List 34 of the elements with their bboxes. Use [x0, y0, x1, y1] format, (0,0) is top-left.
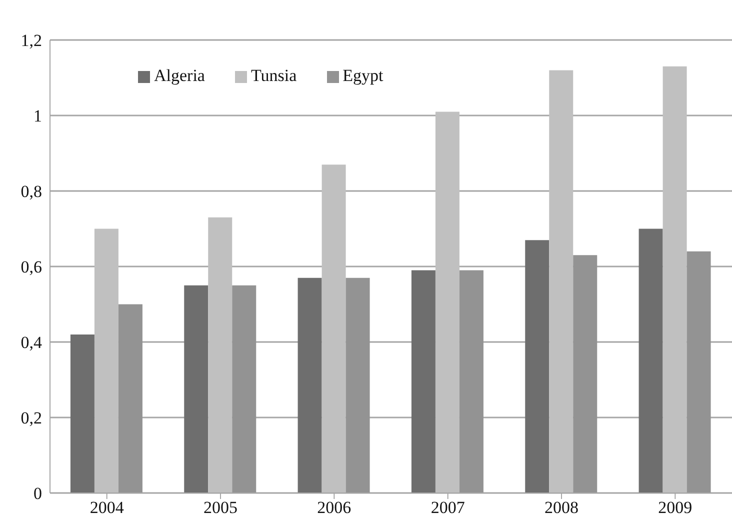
legend-label: Algeria [154, 66, 205, 85]
y-tick-label: 0,4 [20, 333, 42, 352]
bar [184, 285, 208, 493]
bar [94, 228, 118, 493]
bar [411, 270, 436, 493]
x-tick-label: 2008 [544, 498, 578, 518]
x-tick-label: 2004 [90, 498, 124, 518]
legend-label: Egypt [342, 66, 384, 85]
bar [232, 285, 256, 493]
bar [70, 334, 94, 493]
y-tick-label: 1 [34, 106, 42, 126]
bar [573, 255, 598, 493]
bar [118, 304, 142, 493]
x-tick-label: 2009 [658, 498, 692, 518]
bar [686, 251, 711, 493]
bar [662, 66, 687, 493]
bar [208, 217, 232, 493]
y-tick-label: 0,8 [20, 182, 42, 202]
bar [549, 70, 574, 493]
bar [298, 278, 322, 493]
x-tick-label: 2007 [430, 498, 466, 518]
y-tick-label: 0 [34, 484, 42, 504]
bar [346, 278, 370, 493]
x-tick-label: 2006 [317, 498, 352, 518]
bar [322, 164, 346, 493]
y-tick-label: 0,6 [20, 258, 42, 277]
legend-label: Tunsia [250, 66, 297, 85]
x-tick-label: 2005 [204, 498, 238, 518]
bar [435, 112, 460, 493]
bar [459, 270, 484, 493]
bar [525, 240, 550, 493]
bar [638, 228, 663, 493]
y-tick-label: 1,2 [20, 31, 42, 50]
y-tick-label: 0,2 [20, 408, 42, 428]
